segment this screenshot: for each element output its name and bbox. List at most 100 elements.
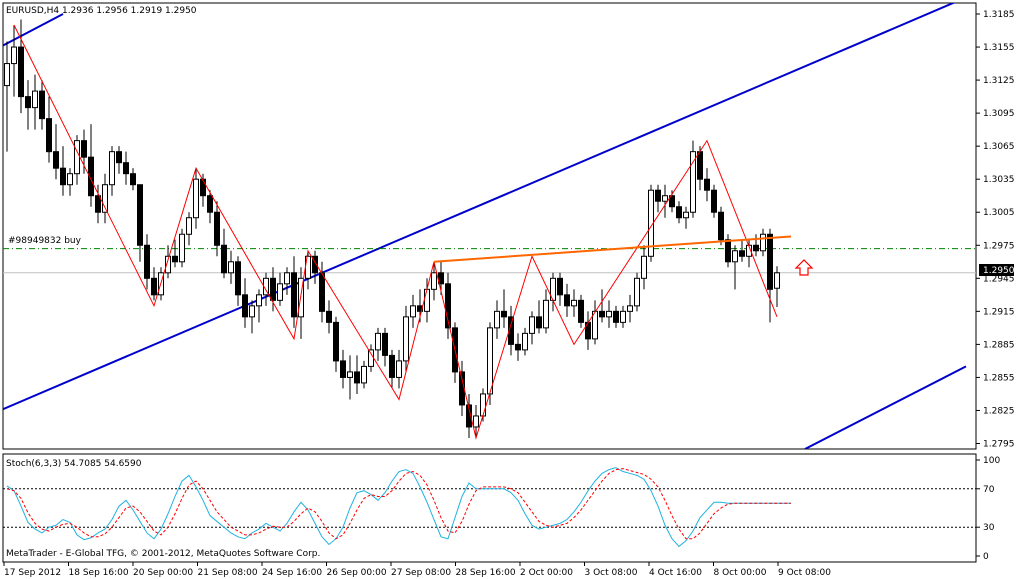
candle-body [424,288,430,312]
candle [18,19,24,114]
candle-body [760,233,766,252]
candle-body [88,156,94,197]
candle [354,355,360,394]
candle-body [81,140,87,158]
time-tick-label: 9 Oct 08:00 [778,568,831,578]
neckline-trendline[interactable] [433,235,792,263]
price-tick-label: 1.2855 [983,373,1015,383]
price-tick-label: 1.2795 [983,439,1015,449]
candle-body [25,96,31,109]
candle [11,25,17,97]
time-axis: 17 Sep 2012 18 Sep 16:00 20 Sep 00:00 21 Se… [3,562,831,578]
candle-body [144,244,150,279]
candle [767,228,773,323]
candle-body [515,343,521,351]
time-tick-label: 17 Sep 2012 [4,568,61,578]
buy-arrow-icon[interactable] [794,259,814,276]
candle [445,272,451,339]
candle-body [347,371,353,378]
candle-body [599,310,605,318]
candle [662,184,668,218]
candle [494,300,500,339]
stoch-tick-label: 100 [983,456,1000,466]
candle [172,239,178,268]
candle-body [767,233,773,290]
candle-body [60,167,66,186]
candle-body [354,371,360,384]
time-tick-label: 3 Oct 08:00 [585,568,638,578]
candle-body [368,349,374,367]
candle-body [74,140,80,175]
candle [284,267,290,295]
candle [109,146,115,196]
candle [67,168,73,196]
channel-lines[interactable] [0,0,967,449]
current-price-tag [979,264,1014,276]
candle-body [116,151,122,164]
candle [207,190,213,224]
candle [774,266,780,307]
candle [634,272,640,312]
candle-body [46,118,52,153]
time-tick-label: 21 Sep 08:00 [198,568,258,578]
candle-body [445,283,451,329]
candle [522,327,528,356]
time-tick-label: 27 Sep 08:00 [391,568,451,578]
candle [39,80,45,130]
candle-body [634,277,640,307]
candle [165,245,171,279]
candle [179,228,185,268]
candle [193,168,199,229]
candle [137,184,143,262]
candle [221,228,227,279]
candle-body [543,299,549,329]
price-tick-label: 1.2945 [983,274,1015,284]
channel-lower-line [804,365,967,449]
candle [760,228,766,257]
candle-body [326,310,332,323]
candle-body [375,332,381,351]
candle-body [557,277,563,296]
candle-body [382,332,388,356]
candle [732,245,738,290]
candle [571,289,577,317]
stoch-tick-label: 70 [983,485,995,495]
candle-body [627,305,633,312]
candle-body [102,184,108,213]
stoch-main-line [6,467,791,548]
time-tick-label: 18 Sep 16:00 [69,568,129,578]
candle [501,289,507,328]
neckline-line [433,235,792,263]
candle-body [193,178,199,219]
candle [256,289,262,323]
price-tick-label: 1.3125 [983,76,1015,86]
candle-body [151,277,157,296]
candle-body [564,294,570,307]
candle [214,201,220,257]
candle [515,333,521,361]
candle-body [690,151,696,213]
candle-body [361,365,367,384]
candle-body [536,316,542,329]
candle-body [137,184,143,246]
candle [620,305,626,328]
channel-upper-line [3,3,956,411]
time-tick-label: 20 Sep 00:00 [133,568,193,578]
candle-body [466,404,472,428]
candle [270,267,276,312]
candle [613,305,619,328]
candle-body [340,360,346,378]
candle [4,41,10,152]
candle-body [606,310,612,318]
price-tick-label: 1.3065 [983,142,1015,152]
candle-body [319,272,325,312]
candle-body [172,255,178,263]
candle [564,283,570,317]
candle-body [662,195,668,202]
candle [403,305,409,372]
candle [599,289,605,323]
candle-body [249,305,255,318]
candle-body [284,272,290,285]
price-tick-label: 1.3035 [983,175,1015,185]
